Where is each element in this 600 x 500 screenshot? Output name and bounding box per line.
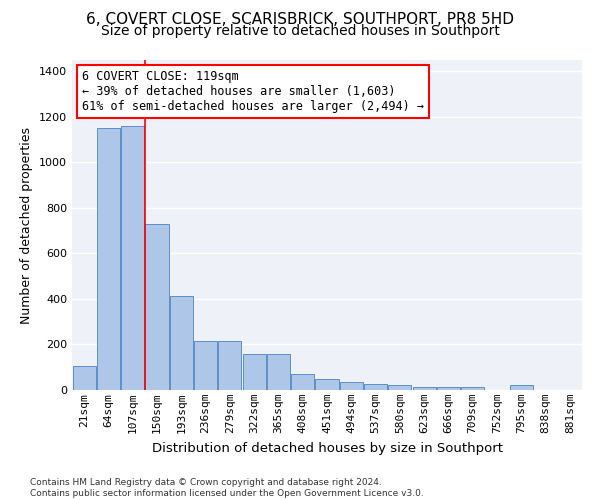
Y-axis label: Number of detached properties: Number of detached properties [20,126,34,324]
Bar [97,128,120,390]
Bar [291,374,314,390]
Bar [218,341,241,390]
Bar [267,354,290,390]
Bar [413,386,436,390]
Text: Contains HM Land Registry data © Crown copyright and database right 2024.
Contai: Contains HM Land Registry data © Crown c… [30,478,424,498]
Bar [388,386,412,390]
Text: 6, COVERT CLOSE, SCARISBRICK, SOUTHPORT, PR8 5HD: 6, COVERT CLOSE, SCARISBRICK, SOUTHPORT,… [86,12,514,28]
Bar [461,386,484,390]
X-axis label: Distribution of detached houses by size in Southport: Distribution of detached houses by size … [151,442,503,454]
Bar [194,341,217,390]
Bar [242,354,266,390]
Text: 6 COVERT CLOSE: 119sqm
← 39% of detached houses are smaller (1,603)
61% of semi-: 6 COVERT CLOSE: 119sqm ← 39% of detached… [82,70,424,113]
Bar [340,382,363,390]
Bar [316,378,338,390]
Bar [364,384,387,390]
Bar [170,296,193,390]
Bar [510,386,533,390]
Text: Size of property relative to detached houses in Southport: Size of property relative to detached ho… [101,24,499,38]
Bar [73,366,95,390]
Bar [437,386,460,390]
Bar [145,224,169,390]
Bar [121,126,144,390]
